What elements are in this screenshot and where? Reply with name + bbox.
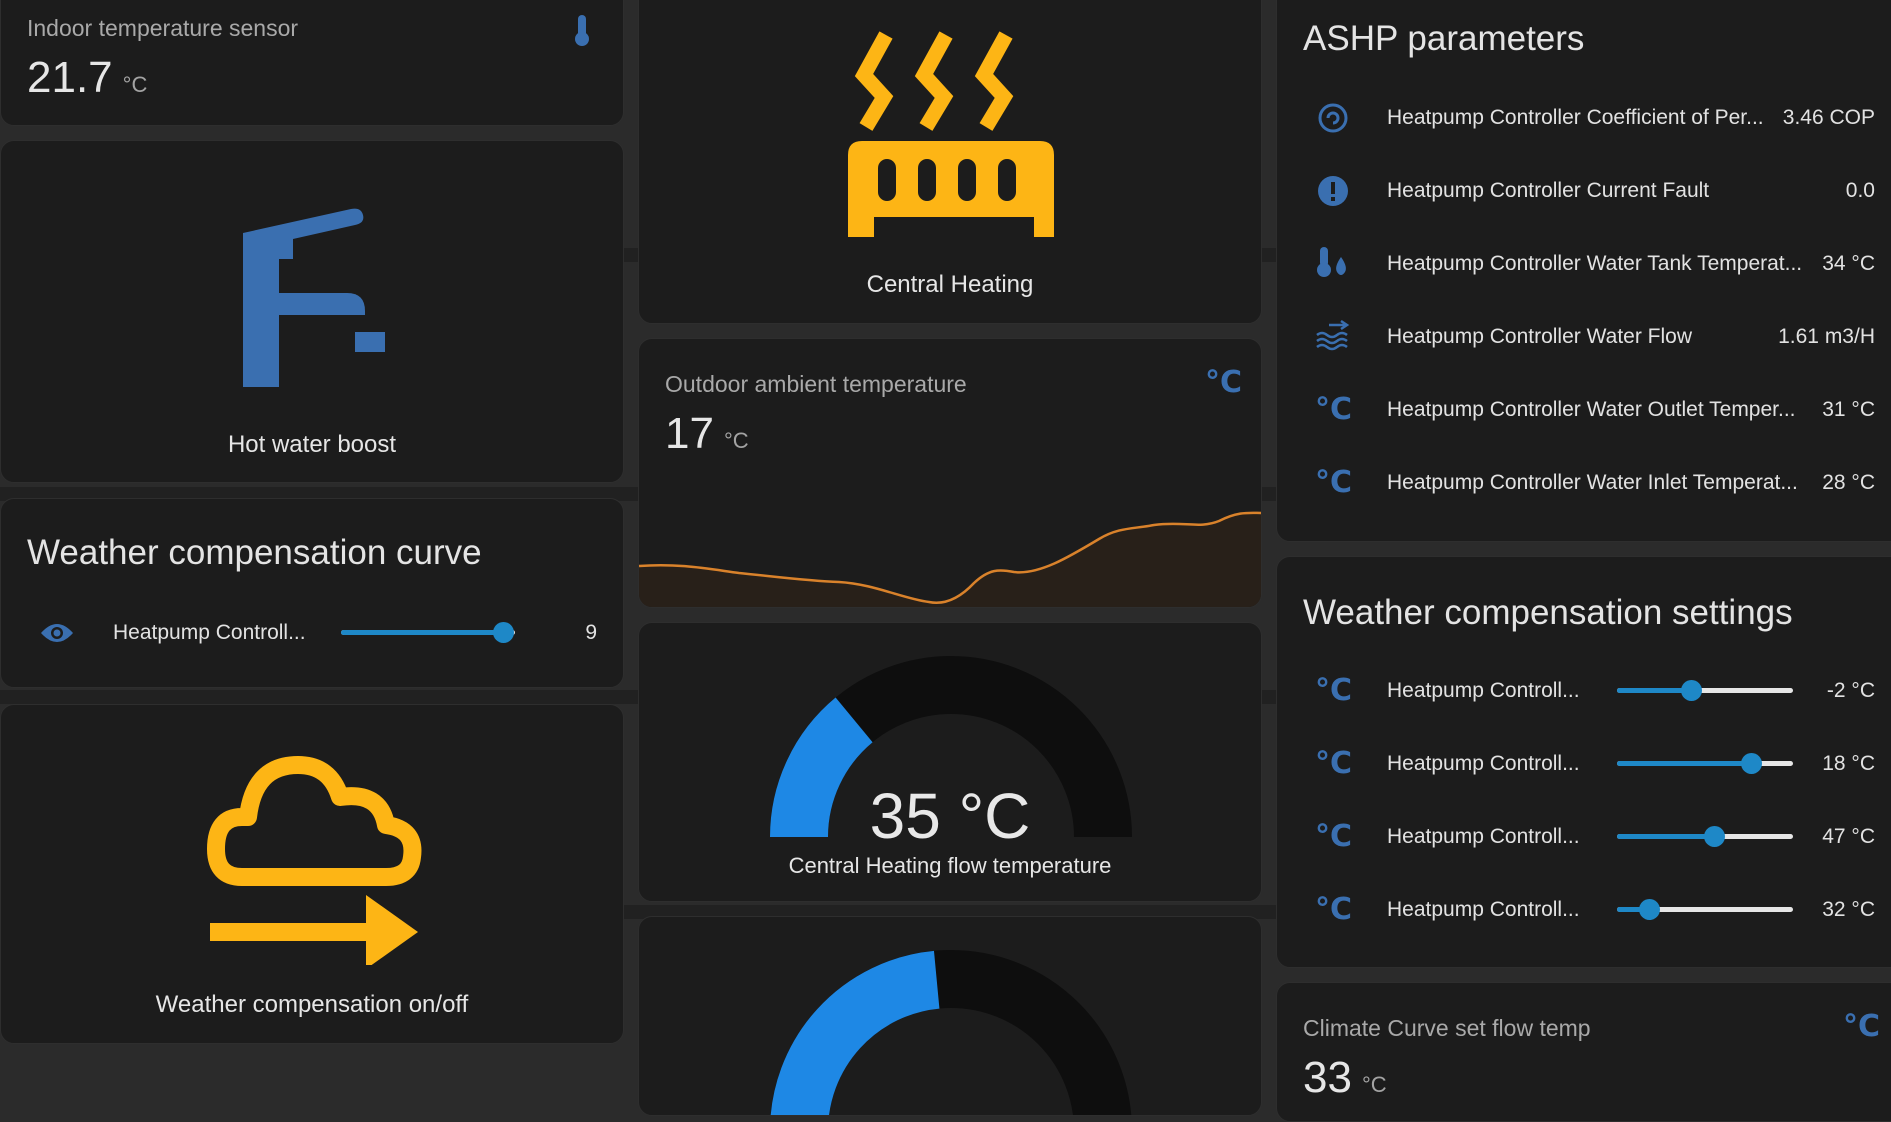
celsius-icon: °C [1315, 673, 1353, 708]
weather-compensation-toggle-button[interactable]: Weather compensation on/off [0, 704, 624, 1044]
celsius-icon: °C [1205, 365, 1243, 400]
ashp-row-label: Heatpump Controller Water Inlet Temperat… [1387, 471, 1798, 494]
ashp-row-label: Heatpump Controller Water Tank Temperat.… [1387, 252, 1803, 275]
weather-compensation-settings-card: Weather compensation settings °C Heatpum… [1276, 556, 1891, 968]
slider-fill [1617, 834, 1714, 839]
ashp-row-value: 3.46 COP [1782, 106, 1875, 129]
wc-curve-value: 9 [585, 621, 597, 644]
celsius-icon: °C [1315, 465, 1353, 500]
ashp-row-value: 28 °C [1822, 471, 1875, 494]
outdoor-temperature-value: 17 [665, 409, 714, 458]
slider-fill [341, 630, 503, 635]
wc-setting-label: Heatpump Controll... [1387, 679, 1580, 702]
weather-compensation-toggle-label: Weather compensation on/off [155, 991, 469, 1018]
eye-icon[interactable] [39, 621, 75, 645]
climate-curve-value: 33 [1303, 1053, 1352, 1102]
wc-setting-slider[interactable] [1617, 823, 1793, 851]
flow-temperature-gauge-card[interactable]: 35 °C Central Heating flow temperature [638, 622, 1262, 902]
ashp-parameters-title: ASHP parameters [1303, 19, 1585, 58]
celsius-icon: °C [1315, 746, 1353, 781]
temperature-history-graph[interactable] [639, 469, 1262, 608]
ashp-row-value: 0.0 [1845, 179, 1875, 202]
slider-fill [1617, 907, 1649, 912]
indoor-temperature-unit: °C [122, 72, 148, 97]
weather-windy-icon [207, 756, 422, 965]
wc-setting-value: 32 °C [1822, 898, 1875, 921]
flow-temperature-value: 35 °C [869, 780, 1031, 852]
wc-setting-value: 18 °C [1822, 752, 1875, 775]
indoor-temperature-card[interactable]: Indoor temperature sensor 21.7 °C [0, 0, 624, 126]
slider-thumb[interactable] [492, 622, 514, 643]
celsius-icon: °C [1315, 819, 1353, 854]
slider-track [1617, 688, 1793, 693]
gauge-value-arc [770, 697, 874, 838]
alert-circle-icon [1318, 176, 1348, 206]
central-heating-label: Central Heating [866, 271, 1034, 298]
outdoor-temperature-unit: °C [723, 428, 749, 453]
wc-setting-slider[interactable] [1617, 677, 1793, 705]
wc-setting-label: Heatpump Controll... [1387, 752, 1580, 775]
ashp-row-label: Heatpump Controller Water Outlet Temper.… [1387, 398, 1796, 421]
radiator-icon [848, 31, 1054, 237]
ashp-row-label: Heatpump Controller Water Flow [1387, 325, 1692, 348]
wc-setting-slider[interactable] [1617, 750, 1793, 778]
second-gauge [770, 950, 1132, 1115]
ashp-row-label: Heatpump Controller Coefficient of Per..… [1387, 106, 1764, 129]
climate-curve-unit: °C [1361, 1072, 1387, 1097]
central-heating-button[interactable]: Central Heating [638, 0, 1262, 324]
ashp-row-label: Heatpump Controller Current Fault [1387, 179, 1710, 202]
wc-setting-label: Heatpump Controll... [1387, 898, 1580, 921]
outdoor-temperature-title: Outdoor ambient temperature [665, 371, 967, 397]
ashp-parameters-card: ASHP parameters Heatpump Controller Coef… [1276, 0, 1891, 542]
thermometer-icon [575, 15, 589, 46]
slider-thumb[interactable] [1638, 899, 1660, 920]
weather-compensation-curve-card: Weather compensation curve Heatpump Cont… [0, 498, 624, 688]
climate-curve-card[interactable]: Climate Curve set flow temp 33 °C °C [1276, 982, 1891, 1122]
ashp-row-value: 1.61 m3/H [1778, 325, 1875, 348]
wc-setting-value: -2 °C [1826, 679, 1875, 702]
slider-thumb[interactable] [1680, 680, 1702, 701]
slider-thumb[interactable] [1703, 826, 1725, 847]
slider-fill [1617, 761, 1751, 766]
wc-curve-entity-label: Heatpump Controll... [113, 621, 306, 644]
wc-setting-slider[interactable] [1617, 896, 1793, 924]
slider-fill [1617, 688, 1691, 693]
celsius-icon: °C [1315, 892, 1353, 927]
wc-setting-value: 47 °C [1822, 825, 1875, 848]
climate-curve-title: Climate Curve set flow temp [1303, 1015, 1591, 1041]
celsius-icon: °C [1315, 392, 1353, 427]
weather-compensation-curve-title: Weather compensation curve [27, 533, 482, 572]
thermometer-water-icon [1317, 247, 1346, 277]
hot-water-boost-button[interactable]: Hot water boost [0, 140, 624, 483]
flow-temperature-gauge [770, 656, 1132, 838]
celsius-icon: °C [1843, 1009, 1881, 1044]
hot-water-boost-label: Hot water boost [227, 431, 397, 458]
wc-curve-slider[interactable] [341, 619, 515, 647]
ashp-row-value: 31 °C [1822, 398, 1875, 421]
indoor-temperature-title: Indoor temperature sensor [27, 15, 299, 41]
indoor-temperature-value: 21.7 [27, 53, 113, 102]
flow-temperature-label: Central Heating flow temperature [788, 853, 1112, 878]
weather-compensation-settings-title: Weather compensation settings [1303, 593, 1793, 632]
wc-setting-label: Heatpump Controll... [1387, 825, 1580, 848]
outdoor-temperature-card[interactable]: Outdoor ambient temperature 17 °C °C [638, 338, 1262, 608]
water-flow-icon [1316, 319, 1350, 351]
slider-track [1617, 907, 1793, 912]
second-gauge-card[interactable] [638, 916, 1262, 1116]
gauge-value-arc [770, 950, 941, 1115]
faucet-icon [243, 208, 385, 387]
slider-thumb[interactable] [1740, 753, 1762, 774]
cop-icon [1318, 103, 1348, 133]
ashp-row-value: 34 °C [1822, 252, 1875, 275]
